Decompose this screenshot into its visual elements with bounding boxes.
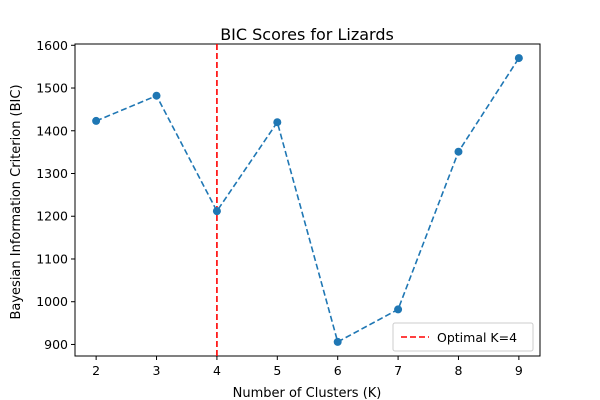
bic-data-point <box>514 54 523 63</box>
x-tick-label: 9 <box>515 363 523 378</box>
y-tick-label: 1000 <box>36 294 68 309</box>
y-axis-label: Bayesian Information Criterion (BIC) <box>9 84 24 319</box>
bic-data-point <box>152 91 161 100</box>
axes-frame <box>74 43 541 357</box>
y-tick-label: 1500 <box>36 81 68 96</box>
plot-area: 2 3 4 5 6 7 8 9 900 1000 1100 1200 1300 1400 1500 1600 <box>36 38 541 378</box>
bic-data-point <box>394 305 403 314</box>
x-tick-label: 8 <box>454 363 462 378</box>
bic-series-line <box>95 57 520 344</box>
bic-data-point <box>333 337 342 346</box>
chart-title: BIC Scores for Lizards <box>220 25 394 44</box>
bic-data-point <box>212 207 221 216</box>
y-tick-label: 1200 <box>36 209 68 224</box>
x-tick-label: 5 <box>273 363 281 378</box>
y-tick-label: 1400 <box>36 123 68 138</box>
y-tick-label: 1600 <box>36 38 68 53</box>
y-tick-label: 1300 <box>36 166 68 181</box>
x-tick-label: 6 <box>334 363 342 378</box>
bic-data-point <box>273 118 282 127</box>
bic-data-point <box>454 147 463 156</box>
y-tick-label: 1100 <box>36 251 68 266</box>
x-tick-label: 2 <box>92 363 100 378</box>
y-tick-label: 900 <box>44 337 68 352</box>
x-axis-label: Number of Clusters (K) <box>233 386 382 400</box>
legend-label-optimal-k: Optimal K=4 <box>437 330 517 345</box>
x-tick-label: 4 <box>213 363 221 378</box>
legend: Optimal K=4 <box>392 322 534 352</box>
x-tick-label: 3 <box>153 363 161 378</box>
legend-box <box>392 322 534 352</box>
x-tick-label: 7 <box>394 363 402 378</box>
bic-data-point <box>92 116 101 125</box>
